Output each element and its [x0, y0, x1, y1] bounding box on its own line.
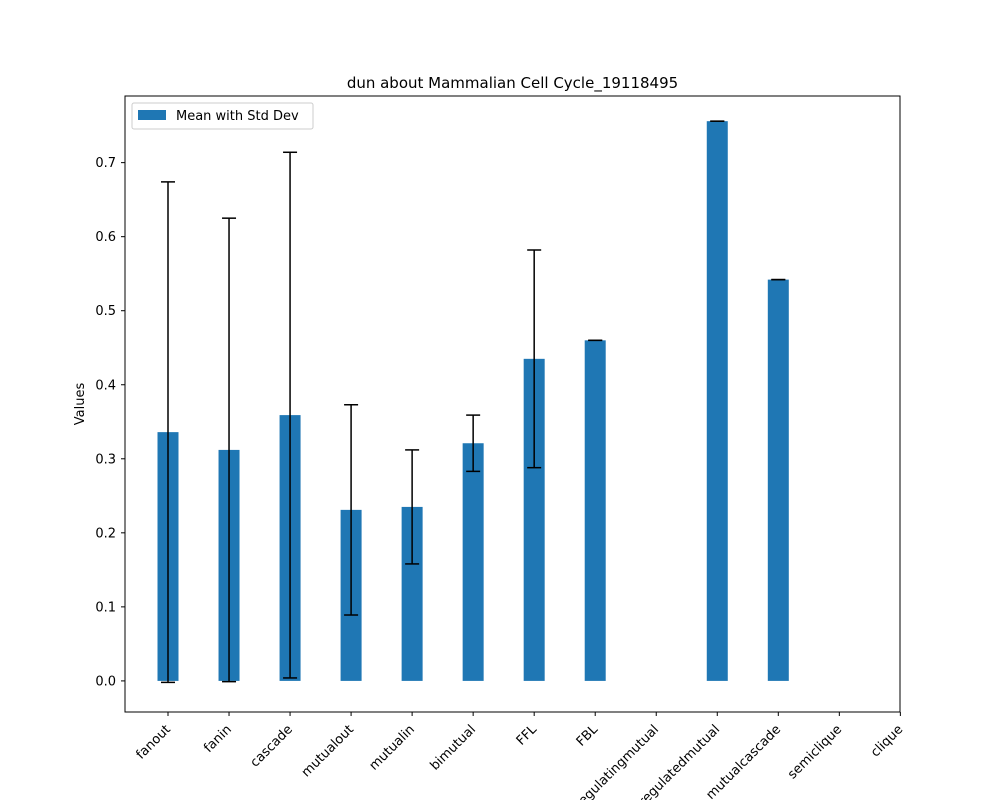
y-tick-label: 0.6	[95, 230, 116, 245]
legend-swatch	[138, 110, 166, 120]
legend-label: Mean with Std Dev	[176, 109, 299, 124]
y-tick-label: 0.5	[95, 304, 116, 319]
y-tick-label: 0.7	[95, 156, 116, 171]
y-tick-label: 0.2	[95, 526, 116, 541]
plot-frame	[124, 95, 901, 713]
bar-fbl	[584, 340, 606, 681]
y-tick-label: 0.1	[95, 600, 116, 615]
bar-bimutual	[462, 443, 484, 681]
y-tick-label: 0.4	[95, 378, 116, 393]
legend: Mean with Std Dev	[131, 102, 314, 130]
y-tick-label: 0.3	[95, 452, 116, 467]
y-tick-label: 0.0	[95, 674, 116, 689]
y-axis: 0.0 0.1 0.2 0.3 0.4 0.5 0.6 0.7	[95, 156, 125, 689]
bar-mutualin	[401, 506, 423, 681]
bar-mutualcascade	[767, 279, 789, 681]
y-axis-label: Values	[73, 383, 88, 426]
legend-box	[131, 102, 314, 130]
bars-layer	[157, 121, 789, 681]
errorbars-layer	[161, 120, 786, 684]
bar-ffl	[523, 358, 545, 681]
bar-regulatedmutual	[706, 121, 728, 681]
chart-title: dun about Mammalian Cell Cycle_19118495	[347, 74, 678, 93]
